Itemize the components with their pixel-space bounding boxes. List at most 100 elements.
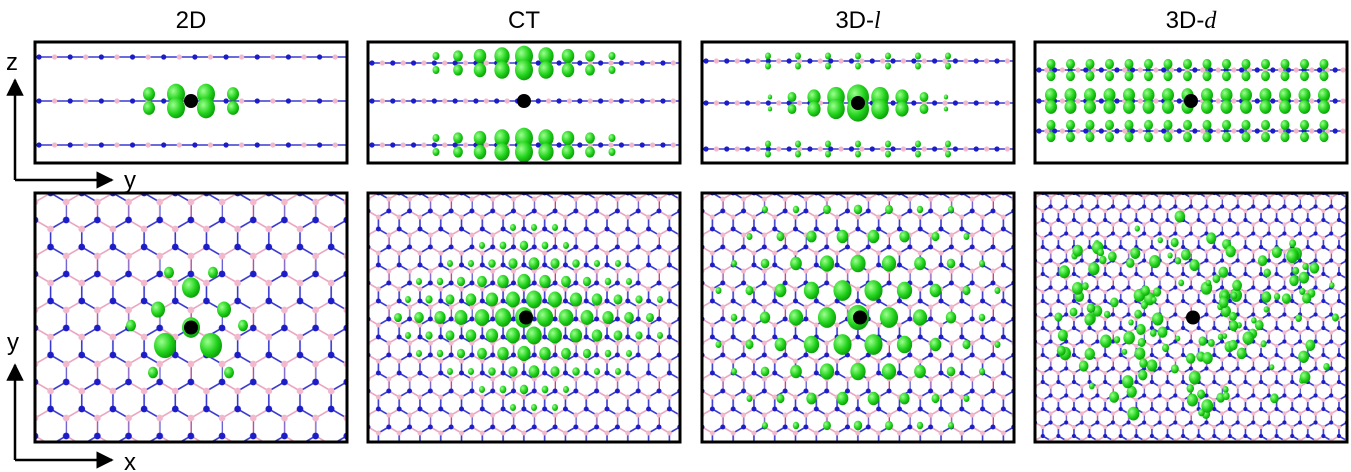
density-lobe bbox=[920, 104, 929, 114]
density-lobe bbox=[1105, 132, 1114, 142]
density-lobe bbox=[143, 87, 155, 101]
density-lobe bbox=[947, 259, 956, 269]
density-lobe bbox=[529, 365, 540, 377]
density-lobe bbox=[777, 232, 785, 241]
density-lobe bbox=[1183, 132, 1192, 142]
atom bbox=[703, 58, 708, 63]
density-lobe bbox=[1175, 210, 1186, 222]
atom bbox=[1060, 67, 1065, 72]
density-lobe bbox=[508, 366, 517, 376]
atom bbox=[484, 142, 489, 147]
density-lobe bbox=[915, 63, 921, 70]
atom bbox=[1138, 67, 1143, 72]
atom bbox=[1177, 67, 1182, 72]
density-lobe bbox=[788, 92, 797, 102]
density-lobe bbox=[1222, 132, 1231, 142]
density-lobe bbox=[795, 63, 801, 70]
density-lobe bbox=[550, 366, 559, 376]
density-lobe bbox=[806, 393, 816, 405]
side-content bbox=[1035, 59, 1347, 142]
density-lobe bbox=[765, 151, 771, 158]
density-lobe bbox=[823, 205, 831, 214]
atom bbox=[671, 98, 676, 103]
density-lobe bbox=[1242, 120, 1251, 130]
density-lobe bbox=[1282, 293, 1291, 303]
density-lobe bbox=[615, 260, 621, 267]
density-lobe bbox=[962, 286, 970, 295]
density-lobe bbox=[1260, 100, 1272, 114]
density-lobe bbox=[570, 292, 582, 306]
density-lobe bbox=[500, 242, 507, 250]
density-lobe bbox=[1072, 245, 1082, 257]
atom bbox=[68, 54, 73, 59]
atom bbox=[432, 142, 437, 147]
density-lobe bbox=[804, 336, 819, 354]
density-lobe bbox=[1105, 59, 1114, 69]
density-lobe bbox=[1109, 391, 1119, 402]
density-lobe bbox=[167, 98, 185, 119]
atom bbox=[369, 98, 374, 103]
density-lobe bbox=[1302, 263, 1308, 270]
defect bbox=[1184, 94, 1198, 108]
title-text: 3D- bbox=[835, 7, 874, 34]
density-lobe bbox=[1136, 324, 1146, 335]
atom bbox=[130, 98, 135, 103]
density-lobe bbox=[1286, 249, 1298, 263]
density-lobe bbox=[1065, 88, 1077, 102]
density-lobe bbox=[1144, 59, 1153, 69]
density-lobe bbox=[537, 308, 553, 327]
density-lobe bbox=[531, 224, 537, 231]
density-lobe bbox=[529, 257, 540, 269]
density-lobe bbox=[609, 148, 616, 156]
atom bbox=[177, 142, 182, 147]
density-lobe bbox=[457, 349, 465, 358]
density-lobe bbox=[453, 64, 463, 75]
density-lobe bbox=[1108, 252, 1117, 262]
density-lobe bbox=[1047, 120, 1056, 130]
density-lobe bbox=[1141, 301, 1148, 309]
atom bbox=[577, 142, 582, 147]
density-lobe bbox=[1199, 336, 1207, 346]
density-lobe bbox=[602, 311, 613, 324]
density-lobe bbox=[788, 104, 797, 114]
atom bbox=[984, 146, 989, 151]
atom bbox=[286, 142, 291, 147]
density-lobe bbox=[626, 278, 632, 285]
density-lobe bbox=[646, 313, 654, 322]
density-lobe bbox=[552, 224, 558, 231]
density-lobe bbox=[1065, 100, 1077, 114]
density-lobe bbox=[837, 230, 849, 243]
density-lobe bbox=[1279, 88, 1291, 102]
density-lobe bbox=[635, 331, 642, 339]
density-lobe bbox=[466, 329, 477, 341]
atom bbox=[1231, 67, 1236, 72]
atom bbox=[114, 54, 119, 59]
atom bbox=[1333, 128, 1338, 133]
atom bbox=[369, 142, 374, 147]
density-lobe bbox=[475, 309, 490, 326]
density-lobe bbox=[775, 338, 787, 352]
density-lobe bbox=[1114, 336, 1120, 343]
density-lobe bbox=[1104, 100, 1116, 114]
density-lobe bbox=[885, 205, 893, 214]
density-lobe bbox=[944, 94, 948, 99]
density-lobe bbox=[531, 404, 537, 411]
atom bbox=[911, 100, 916, 105]
panel-title: CT bbox=[508, 7, 540, 34]
density-lobe bbox=[885, 151, 891, 158]
density-lobe bbox=[626, 350, 632, 357]
density-lobe bbox=[488, 367, 495, 376]
atom bbox=[1075, 128, 1080, 133]
atom bbox=[1060, 98, 1065, 103]
density-lobe bbox=[1320, 59, 1329, 69]
atom bbox=[1005, 58, 1010, 63]
density-lobe bbox=[548, 291, 562, 307]
atom bbox=[755, 146, 760, 151]
atom bbox=[735, 146, 740, 151]
density-lobe bbox=[1175, 336, 1180, 342]
atom bbox=[1340, 67, 1345, 72]
atom bbox=[1333, 98, 1338, 103]
density-lobe bbox=[1144, 120, 1153, 130]
atom bbox=[161, 54, 166, 59]
density-lobe bbox=[1162, 100, 1174, 114]
